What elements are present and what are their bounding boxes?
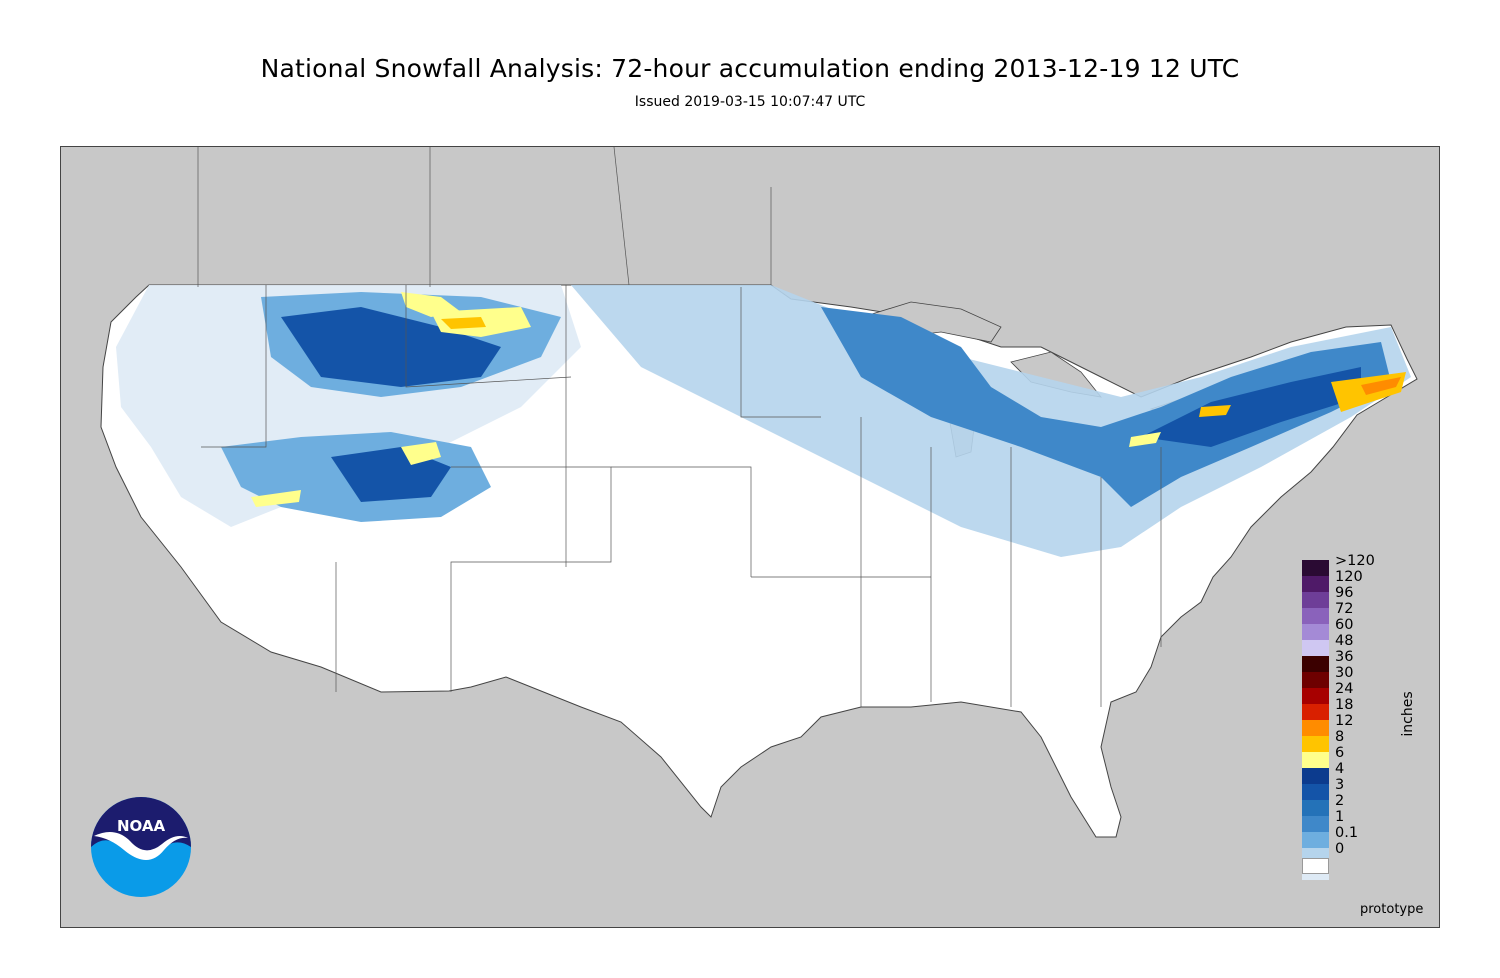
legend-swatch [1302, 800, 1329, 816]
legend-swatch [1302, 608, 1329, 624]
legend-swatch [1302, 688, 1329, 704]
legend-label: >120 [1335, 553, 1375, 569]
legend-label: 60 [1335, 617, 1354, 633]
political-boundaries [197, 147, 1162, 707]
legend-swatch [1302, 592, 1329, 608]
snowfall-shading [116, 285, 1411, 557]
legend-swatch [1302, 672, 1329, 688]
legend-swatch [1302, 816, 1329, 832]
legend-swatch [1302, 720, 1329, 736]
legend-label: 0.1 [1335, 825, 1359, 841]
legend-label: 48 [1335, 633, 1354, 649]
legend-swatch [1302, 736, 1329, 752]
legend-label: 1 [1335, 809, 1345, 825]
legend-units-label: inches [1400, 691, 1416, 737]
map-title: National Snowfall Analysis: 72-hour accu… [260, 54, 1240, 83]
legend-label: 30 [1335, 665, 1354, 681]
legend-label: 12 [1335, 713, 1354, 729]
legend-label: 0 [1335, 841, 1345, 857]
legend-swatch [1302, 656, 1329, 672]
legend-swatch [1302, 624, 1329, 640]
legend-swatch [1302, 576, 1329, 592]
legend-label: 3 [1335, 777, 1345, 793]
legend-label: 120 [1335, 569, 1363, 585]
prototype-label: prototype [1360, 902, 1424, 917]
noaa-logo: NOAA [90, 796, 192, 898]
legend-swatch-zero [1302, 858, 1329, 874]
legend-label: 72 [1335, 601, 1354, 617]
legend-label: 18 [1335, 697, 1354, 713]
legend-label: 8 [1335, 729, 1345, 745]
legend-swatch [1302, 752, 1329, 768]
legend-label: 24 [1335, 681, 1354, 697]
legend-swatch [1302, 784, 1329, 800]
legend-swatch [1302, 704, 1329, 720]
snowfall-map [60, 146, 1440, 928]
legend-label: 6 [1335, 745, 1345, 761]
legend-swatch [1302, 640, 1329, 656]
noaa-logo-text: NOAA [117, 817, 166, 835]
legend-swatch [1302, 560, 1329, 576]
legend-label: 36 [1335, 649, 1354, 665]
issued-timestamp: Issued 2019-03-15 10:07:47 UTC [634, 94, 866, 110]
legend-label: 96 [1335, 585, 1354, 601]
legend-swatch [1302, 832, 1329, 848]
map-svg [100, 147, 1418, 838]
legend-swatch [1302, 768, 1329, 784]
legend-label: 2 [1335, 793, 1345, 809]
legend-label: 4 [1335, 761, 1345, 777]
